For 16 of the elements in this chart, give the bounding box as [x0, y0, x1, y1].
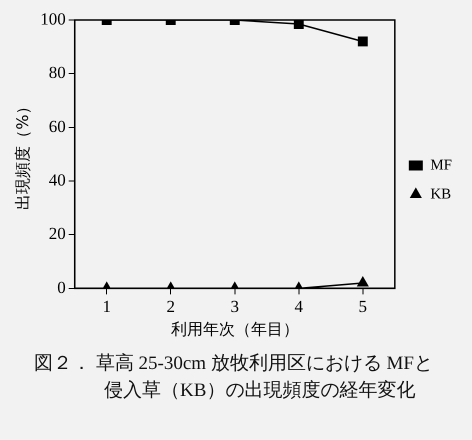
- x-tick-label: 1: [102, 297, 111, 316]
- y-tick-label: 40: [48, 170, 66, 190]
- legend-label: KB: [430, 186, 452, 202]
- x-tick-label: 2: [166, 297, 175, 316]
- y-tick-label: 60: [48, 116, 66, 136]
- legend-label: MF: [430, 157, 452, 174]
- text: 図２． 草高 25-30cm 放牧利用区における MFと侵入草（KB）の出現頻度の経年変化: [34, 352, 434, 403]
- y-tick-label: 100: [40, 9, 66, 28]
- x-axis-title: 利用年次（年目）: [170, 320, 299, 339]
- x-tick-label: 4: [294, 297, 304, 316]
- y-tick-label: 20: [48, 224, 66, 244]
- y-tick-label: 0: [57, 278, 66, 297]
- x-tick-label: 3: [230, 297, 240, 316]
- x-tick-label: 5: [358, 297, 368, 316]
- y-tick-label: 80: [48, 63, 66, 82]
- y-axis-title: 出現頻度（%）: [12, 98, 32, 210]
